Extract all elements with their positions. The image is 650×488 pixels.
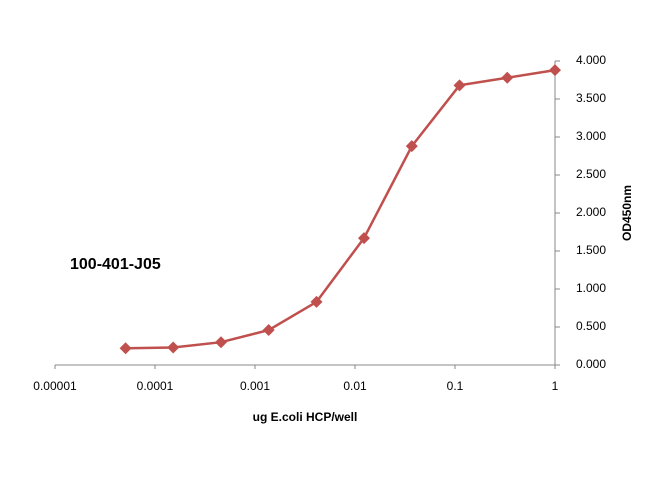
x-tick-label: 0.0001 bbox=[137, 379, 174, 393]
y-tick-label: 2.500 bbox=[576, 167, 606, 181]
marker bbox=[453, 79, 466, 92]
series-line bbox=[125, 68, 556, 350]
y-axis-label: OD450nm bbox=[620, 185, 634, 241]
y-tick-label: 0.000 bbox=[576, 357, 606, 371]
y-tick-label: 1.500 bbox=[576, 243, 606, 257]
x-axis-label: ug E.coli HCP/well bbox=[253, 410, 358, 424]
marker bbox=[310, 295, 323, 308]
y-tick-label: 3.500 bbox=[576, 91, 606, 105]
marker bbox=[357, 232, 370, 245]
annotation: 100-401-J05 bbox=[70, 256, 161, 273]
x-tick-label: 1 bbox=[552, 379, 559, 393]
marker bbox=[549, 64, 561, 77]
y-tick-label: 0.500 bbox=[576, 319, 606, 333]
marker bbox=[214, 336, 227, 349]
marker bbox=[405, 140, 418, 153]
y-tick-label: 2.000 bbox=[576, 205, 606, 219]
marker bbox=[119, 342, 132, 355]
marker bbox=[501, 71, 514, 84]
x-tick-label: 0.01 bbox=[343, 379, 367, 393]
y-tick-label: 3.000 bbox=[576, 129, 606, 143]
x-tick-label: 0.1 bbox=[447, 379, 464, 393]
marker bbox=[167, 341, 180, 354]
marker bbox=[262, 324, 275, 337]
y-tick-label: 4.000 bbox=[576, 53, 606, 67]
x-tick-label: 0.00001 bbox=[33, 379, 77, 393]
x-tick-label: 0.001 bbox=[240, 379, 270, 393]
y-tick-label: 1.000 bbox=[576, 281, 606, 295]
